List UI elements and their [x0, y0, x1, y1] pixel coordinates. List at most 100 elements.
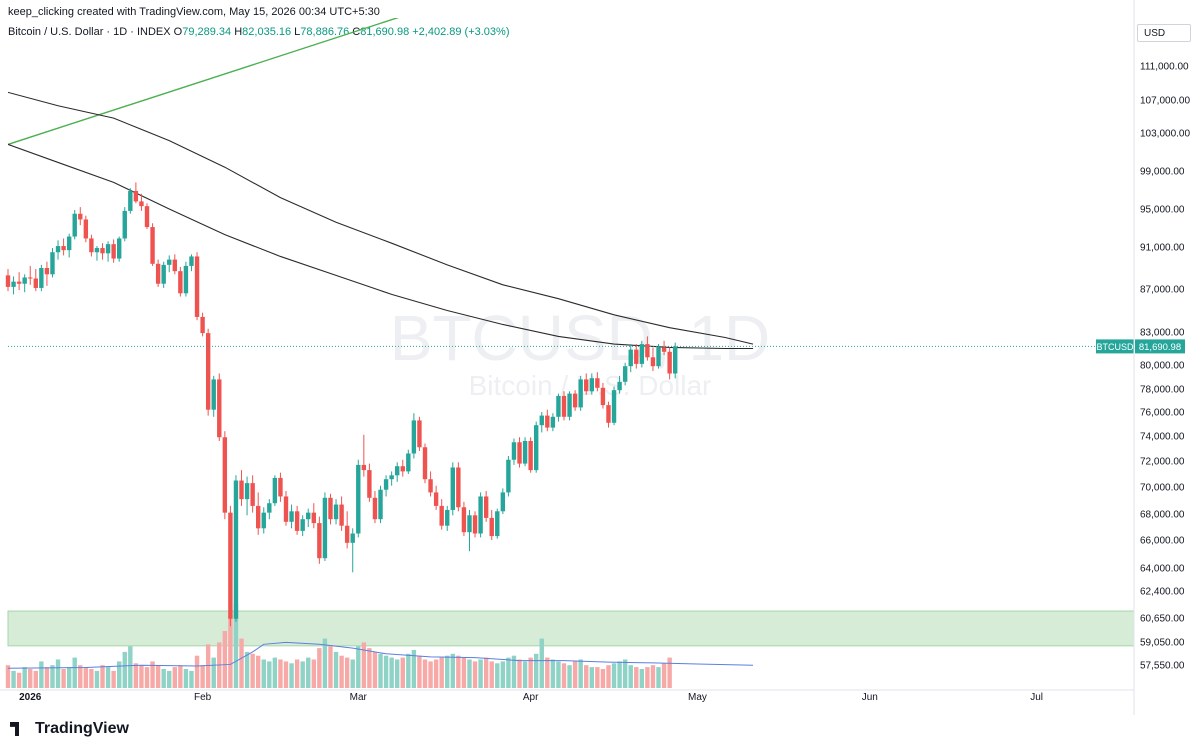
candle-body: [28, 277, 33, 279]
price-axis-label: 70,000.00: [1140, 483, 1185, 494]
volume-bar: [66, 667, 72, 688]
volume-bar: [22, 667, 27, 688]
volume-bar: [72, 657, 77, 688]
trend-line: [8, 18, 400, 146]
price-axis-label: 68,000.00: [1140, 510, 1185, 521]
volume-bar: [572, 661, 578, 688]
price-axis-label: 83,000.00: [1140, 328, 1185, 339]
volume-bar: [28, 669, 33, 688]
open-label: O: [173, 26, 183, 38]
candle-body: [178, 271, 183, 294]
candle-body: [66, 236, 72, 251]
candle-body: [128, 190, 133, 211]
candle-body: [50, 252, 55, 275]
candle-body: [411, 420, 417, 454]
volume-bar: [656, 667, 661, 688]
volume-bar: [161, 669, 166, 688]
candle-body: [517, 442, 522, 464]
volume-bar: [256, 655, 261, 688]
candle-body: [356, 464, 361, 534]
candle-body: [244, 483, 250, 500]
volume-bar: [189, 670, 194, 688]
candle-body: [650, 357, 656, 367]
low-label: L: [294, 26, 301, 38]
candle-body: [667, 351, 672, 374]
candle-body: [133, 190, 139, 202]
volume-bar: [133, 663, 139, 688]
volume-bar: [233, 604, 239, 688]
time-axis-label: Feb: [194, 692, 212, 703]
volume-bar: [5, 665, 11, 688]
candle-body: [339, 504, 344, 526]
candle-body: [600, 387, 606, 406]
candle-body: [556, 395, 561, 417]
volume-bar: [417, 655, 422, 688]
candle-body: [89, 238, 94, 253]
time-axis-label: Mar: [350, 692, 368, 703]
candle-body: [495, 511, 500, 537]
tradingview-logo[interactable]: TradingView: [10, 720, 129, 738]
candle-body: [450, 467, 455, 510]
candle-body: [322, 497, 328, 559]
last-price-tag-label: 81,690.98: [1139, 342, 1181, 353]
ma-line-upper: [8, 91, 754, 345]
watermark-symbol: BTCUSD, 1D: [390, 302, 771, 374]
volume-bar: [44, 667, 50, 688]
candle-body: [378, 489, 383, 520]
symbol-tag: [1096, 339, 1134, 354]
volume-bar: [561, 663, 567, 688]
volume-bar: [239, 638, 244, 688]
volume-bar: [567, 665, 572, 688]
volume-bar: [289, 663, 294, 688]
candle-body: [561, 395, 567, 417]
candle-body: [61, 246, 66, 251]
candle-body: [361, 464, 367, 471]
volume-bar: [339, 655, 344, 688]
candle-body: [183, 265, 189, 294]
volume-bar: [467, 659, 472, 688]
volume-bar: [250, 653, 255, 688]
time-axis-label: Jun: [862, 692, 878, 703]
volume-bar: [89, 669, 94, 688]
candle-body: [395, 466, 400, 476]
volume-bar: [356, 646, 361, 688]
volume-bar: [272, 657, 278, 688]
close-label: C: [352, 26, 361, 38]
volume-bar: [61, 669, 66, 688]
volume-bar: [634, 667, 639, 688]
volume-bar: [344, 657, 350, 688]
candle-body: [39, 268, 44, 288]
candle-body: [256, 505, 261, 529]
candle-body: [572, 393, 578, 408]
price-axis-label: 57,550.00: [1140, 661, 1185, 672]
candle-body: [428, 479, 433, 493]
candle-body: [311, 512, 316, 524]
volume-bar: [194, 655, 200, 688]
volume-bar: [456, 655, 461, 688]
volume-bar: [306, 657, 311, 688]
candle-body: [467, 515, 472, 533]
volume-bar: [283, 661, 289, 688]
candle-body: [617, 381, 622, 391]
candle-body: [272, 477, 278, 504]
volume-bar: [16, 672, 22, 688]
volume-bar: [506, 657, 511, 688]
candle-body: [534, 425, 539, 471]
candle-body: [94, 248, 100, 253]
volume-bar: [178, 665, 183, 688]
candle-body: [194, 256, 200, 317]
candle-body: [478, 496, 483, 534]
volume-bar: [83, 667, 89, 688]
symbol-legend: Bitcoin / U.S. Dollar · 1D · INDEX O79,2…: [8, 26, 510, 38]
candle-body: [634, 349, 639, 364]
candle-body: [389, 475, 394, 480]
volume-bar: [211, 657, 216, 688]
volume-ma-line: [7, 641, 754, 669]
candle-body: [328, 497, 333, 520]
candle-body: [406, 453, 411, 472]
candle-body: [150, 227, 155, 264]
currency-selector[interactable]: USD: [1137, 24, 1191, 42]
volume-bar: [267, 661, 272, 688]
volume-bar: [144, 667, 150, 688]
